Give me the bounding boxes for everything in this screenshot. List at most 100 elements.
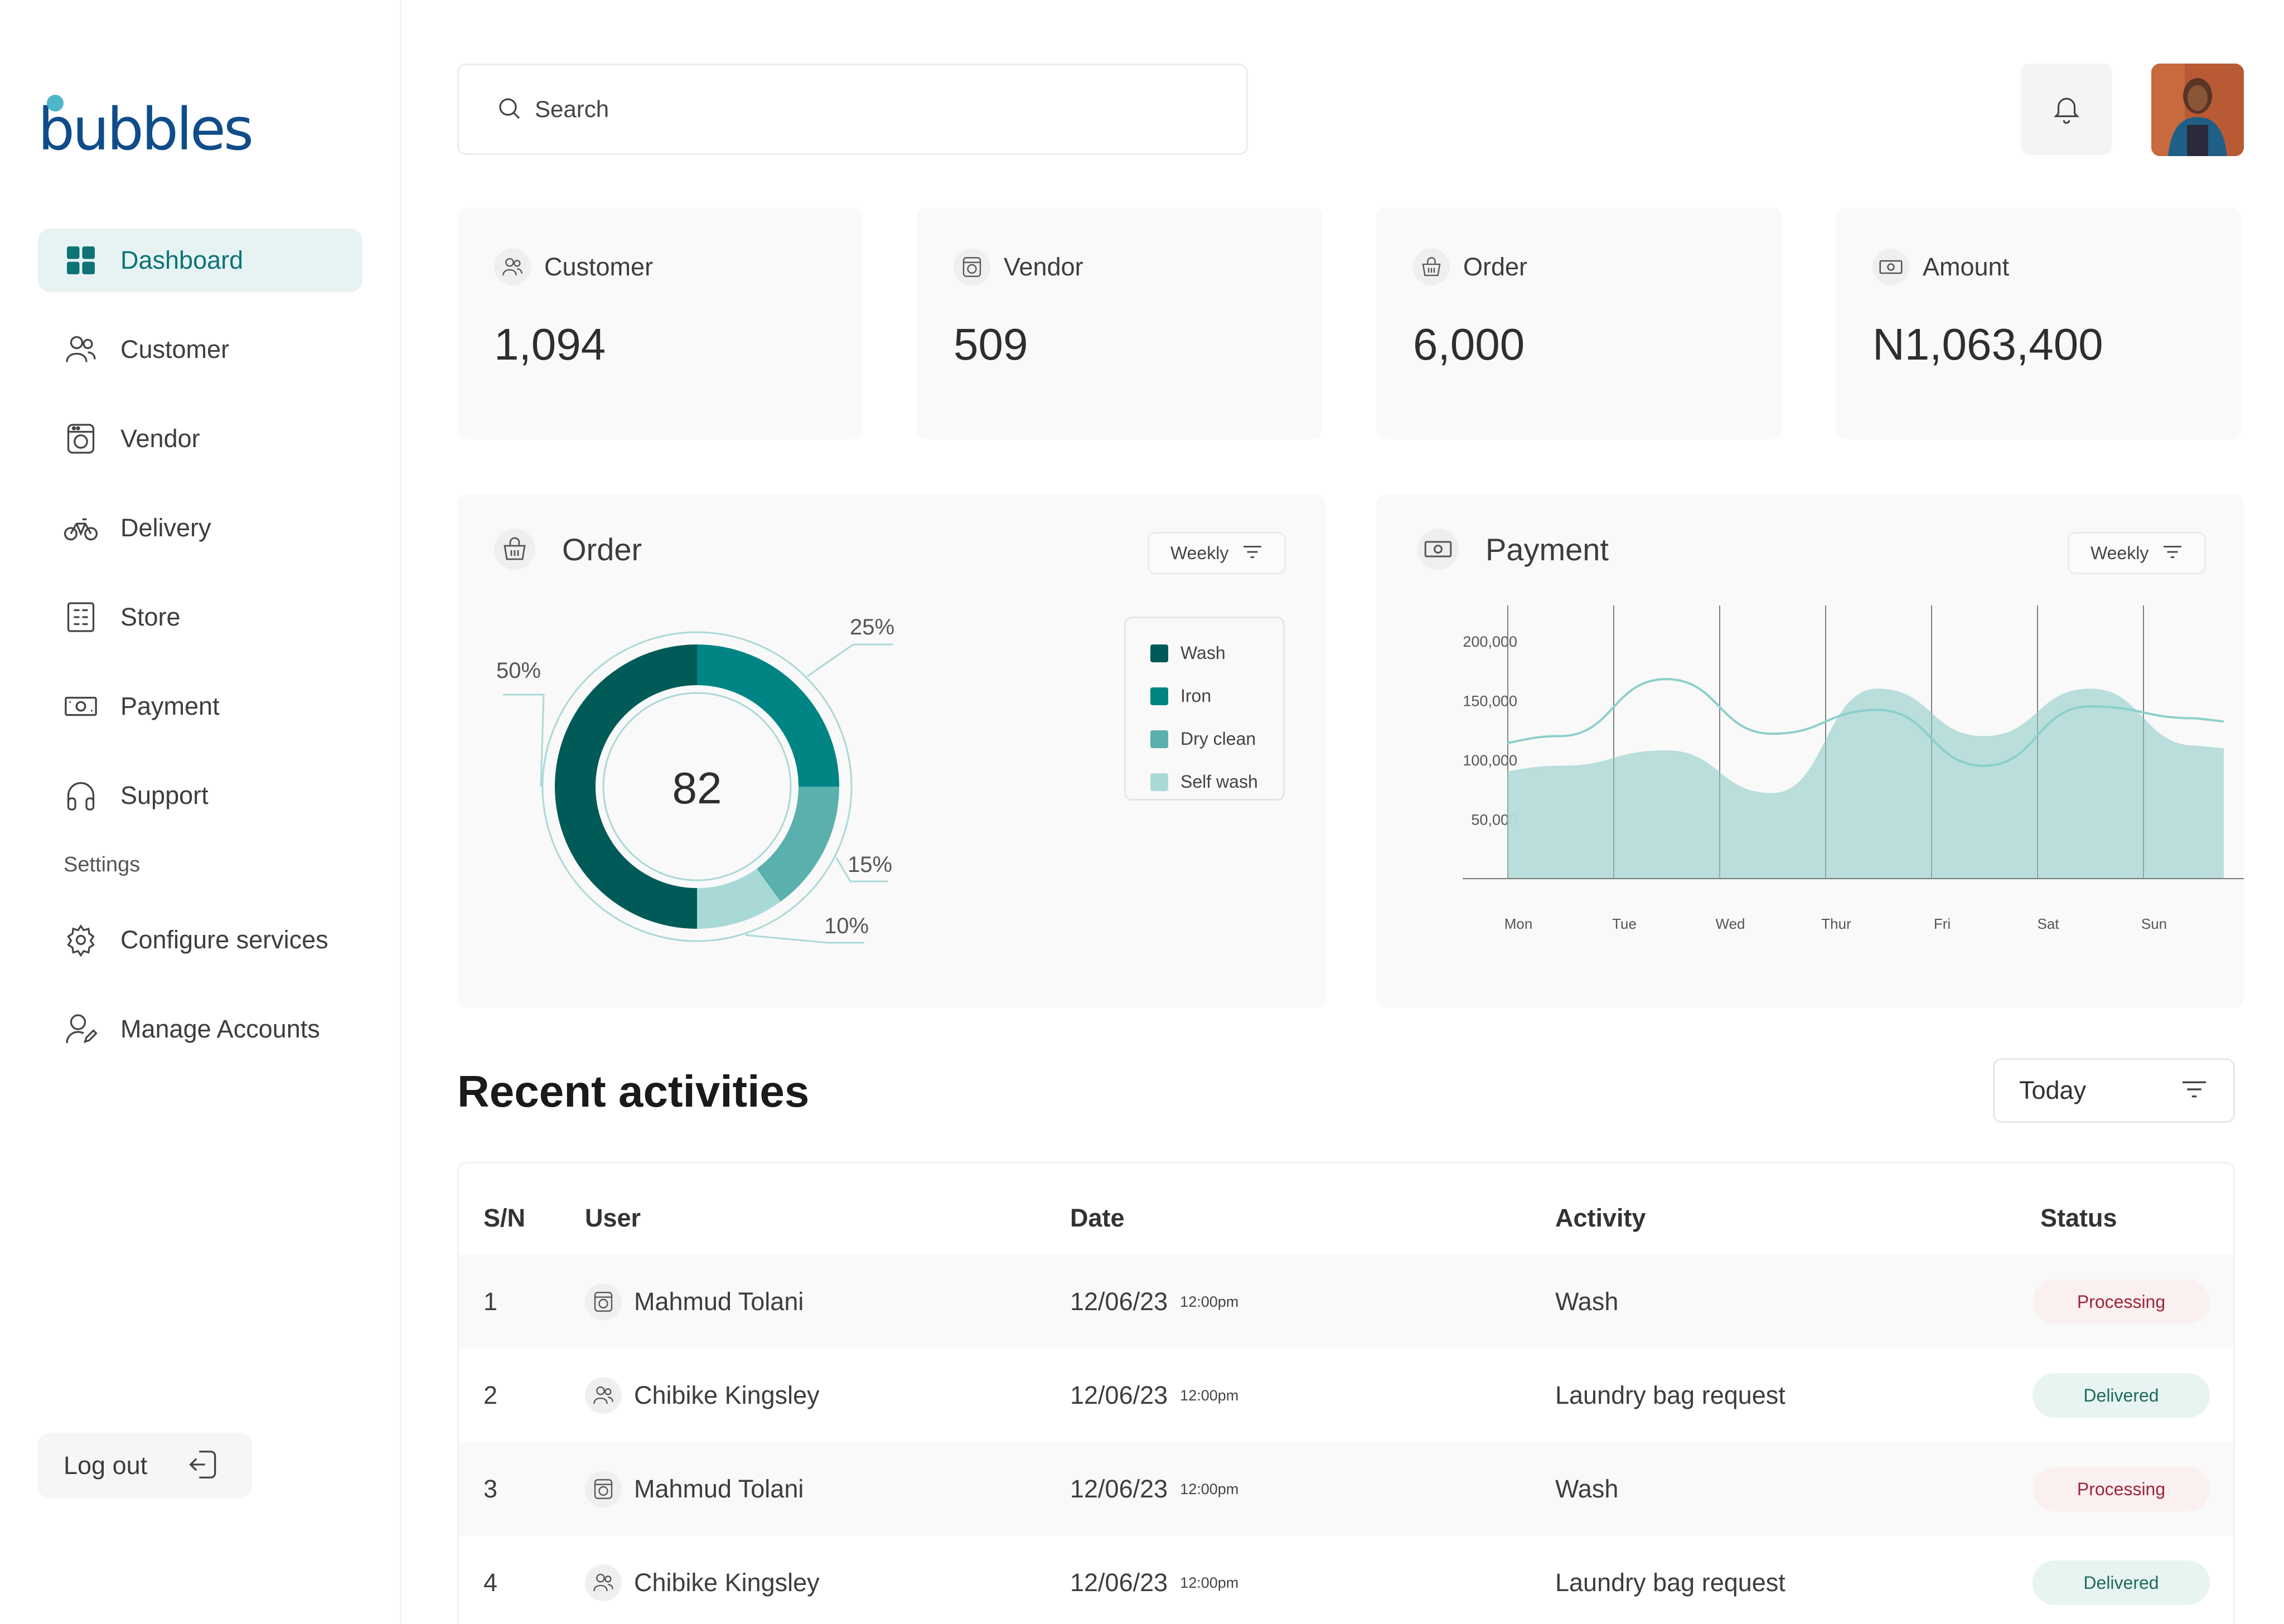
payment-period-filter[interactable]: Weekly (2068, 532, 2206, 574)
row-activity: Laundry bag request (1555, 1568, 1785, 1597)
recent-date-filter[interactable]: Today (1993, 1058, 2235, 1123)
row-sn: 3 (483, 1475, 498, 1503)
basket-icon (1413, 249, 1450, 285)
legend-label: Dry clean (1180, 729, 1256, 749)
donut-slice-wash[interactable] (555, 644, 697, 929)
sidebar-nav: Dashboard Customer Vendor Delivery Store (38, 229, 362, 1087)
row-user: Chibike Kingsley (585, 1349, 820, 1442)
row-sn: 4 (483, 1568, 498, 1597)
banknote-icon (64, 689, 98, 724)
sidebar-item-label: Customer (120, 335, 230, 363)
banknote-icon (1417, 529, 1459, 570)
sidebar-item-configure-services[interactable]: Configure services (38, 908, 362, 972)
sidebar-item-store[interactable]: Store (38, 585, 362, 649)
x-tick-label: Wed (1716, 915, 1745, 932)
x-tick-label: Sat (2037, 915, 2059, 932)
table-row[interactable]: 3 Mahmud Tolani 12/06/23 12:00pm Wash Pr… (459, 1442, 2233, 1536)
users-icon (585, 1564, 622, 1601)
area-series-primary (1507, 689, 2224, 879)
legend-label: Wash (1180, 643, 1226, 663)
users-icon (494, 249, 531, 285)
row-sn: 2 (483, 1381, 498, 1409)
sidebar-item-label: Configure services (120, 925, 328, 954)
status-badge: Delivered (2033, 1373, 2210, 1418)
row-sn: 1 (483, 1287, 498, 1316)
order-period-filter[interactable]: Weekly (1148, 532, 1286, 574)
row-user: Mahmud Tolani (585, 1442, 804, 1536)
status-badge: Processing (2033, 1279, 2210, 1324)
sidebar-item-label: Vendor (120, 424, 200, 453)
legend-item-dry-clean: Dry clean (1150, 718, 1283, 760)
table-row[interactable]: 1 Mahmud Tolani 12/06/23 12:00pm Wash Pr… (459, 1255, 2233, 1349)
bike-icon (64, 511, 98, 545)
brand-logo[interactable]: bubbles (38, 95, 254, 158)
recent-activities-title: Recent activities (457, 1066, 810, 1116)
stat-label: Order (1463, 253, 1528, 281)
sidebar-item-vendor[interactable]: Vendor (38, 407, 362, 471)
donut-slice-dry-clean[interactable] (756, 787, 839, 902)
user-name: Chibike Kingsley (634, 1381, 820, 1409)
logout-label: Log out (64, 1451, 148, 1480)
donut-slice-iron[interactable] (697, 644, 839, 787)
store-icon (64, 600, 98, 634)
sidebar-item-label: Support (120, 781, 209, 809)
legend-swatch (1150, 687, 1168, 705)
sidebar-item-customer[interactable]: Customer (38, 318, 362, 381)
stat-card-customer[interactable]: Customer 1,094 (457, 207, 863, 439)
filter-label: Weekly (2091, 542, 2149, 563)
row-date: 12/06/23 12:00pm (1070, 1536, 1238, 1624)
filter-label: Weekly (1170, 542, 1229, 563)
filter-label: Today (2019, 1076, 2087, 1104)
legend-swatch (1150, 644, 1168, 662)
x-tick-label: Fri (1934, 915, 1951, 932)
stat-value: 6,000 (1413, 319, 1525, 369)
row-activity: Laundry bag request (1555, 1381, 1785, 1409)
x-tick-label: Mon (1504, 915, 1533, 932)
search-box[interactable]: Search (457, 64, 1248, 155)
avatar[interactable] (2151, 64, 2244, 156)
row-user: Mahmud Tolani (585, 1255, 804, 1349)
legend-label: Iron (1180, 686, 1212, 706)
stat-card-order[interactable]: Order 6,000 (1376, 207, 1782, 439)
filter-icon (2180, 1079, 2209, 1103)
date-value: 12/06/23 (1070, 1568, 1168, 1597)
order-panel: Order Weekly 82 50% 25% 15% 10% Wash Iron Dr… (457, 494, 1326, 1008)
stat-card-amount[interactable]: Amount N1,063,400 (1836, 207, 2242, 439)
avatar-photo (2151, 64, 2244, 156)
payment-panel: Payment Weekly 200,000 150,000 100,000 50,0… (1376, 494, 2244, 1008)
grid-icon (64, 243, 98, 278)
logout-button[interactable]: Log out (38, 1433, 252, 1499)
washing-machine-icon (64, 421, 98, 456)
stat-label: Customer (544, 253, 654, 281)
sidebar-item-label: Manage Accounts (120, 1015, 320, 1043)
donut-slice-self-wash[interactable] (697, 869, 781, 929)
donut-data-label: 15% (848, 852, 892, 877)
date-value: 12/06/23 (1070, 1381, 1168, 1409)
sidebar-item-payment[interactable]: Payment (38, 675, 362, 738)
filter-icon (2162, 544, 2183, 563)
sidebar-item-manage-accounts[interactable]: Manage Accounts (38, 997, 362, 1061)
stat-value: 509 (954, 319, 1028, 369)
sidebar-item-dashboard[interactable]: Dashboard (38, 229, 362, 292)
sidebar-item-label: Store (120, 603, 181, 631)
search-input[interactable]: Search (535, 96, 609, 122)
notifications-button[interactable] (2021, 64, 2112, 155)
logo-bubble (47, 95, 64, 112)
donut-leader-line (835, 857, 888, 883)
stat-card-vendor[interactable]: Vendor 509 (917, 207, 1323, 439)
sidebar-item-delivery[interactable]: Delivery (38, 496, 362, 560)
sidebar-item-label: Payment (120, 692, 220, 720)
row-user: Chibike Kingsley (585, 1536, 820, 1624)
users-icon (585, 1377, 622, 1414)
legend-item-self-wash: Self wash (1150, 760, 1283, 803)
washing-machine-icon (954, 249, 990, 285)
table-row[interactable]: 4 Chibike Kingsley 12/06/23 12:00pm Laun… (459, 1536, 2233, 1624)
recent-activities-table: S/N User Date Activity Status 1 Mahmud T… (457, 1162, 2235, 1624)
search-icon (496, 95, 522, 124)
table-row[interactable]: 2 Chibike Kingsley 12/06/23 12:00pm Laun… (459, 1349, 2233, 1442)
filter-icon (1242, 544, 1263, 563)
column-header-sn: S/N (483, 1204, 526, 1232)
settings-section-label: Settings (64, 853, 141, 876)
sidebar-item-support[interactable]: Support (38, 764, 362, 827)
sidebar: bubbles Dashboard Customer Vendor Delive… (0, 0, 401, 1624)
